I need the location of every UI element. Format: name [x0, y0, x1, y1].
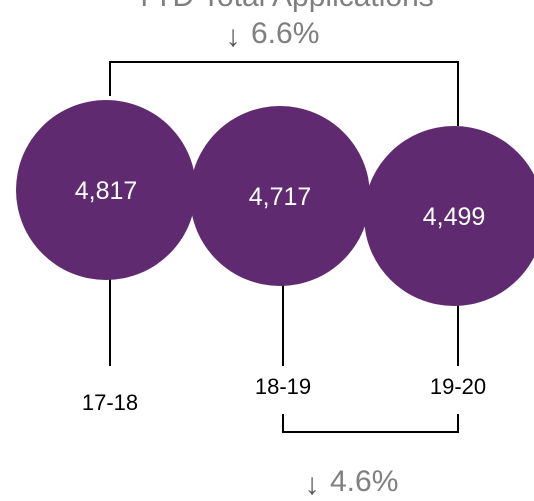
top-change-label: 6.6%: [251, 17, 319, 50]
category-label: 19-20: [430, 374, 486, 399]
bubbles: 4,817 17-18 4,717 18-19 4,499 19-20: [16, 100, 534, 415]
top-change-indicator: ↓ 6.6%: [226, 17, 320, 53]
bottom-change-arrow: ↓: [305, 468, 320, 501]
category-label: 18-19: [255, 374, 311, 399]
bubble-18-19: [190, 106, 370, 286]
category-label: 17-18: [82, 390, 138, 415]
bottom-change-indicator: ↓ 4.6%: [305, 465, 399, 501]
bottom-bracket: [282, 414, 459, 433]
chart-title: YTD Total Applications: [134, 0, 434, 13]
bubble-value-label: 4,717: [249, 183, 312, 211]
bottom-change-label: 4.6%: [330, 465, 398, 498]
bubble-value-label: 4,499: [423, 203, 486, 231]
bubble-17-18: [16, 100, 196, 280]
bubble-value-label: 4,817: [75, 177, 138, 205]
top-bracket: [109, 61, 459, 126]
bubble-19-20: [364, 126, 534, 306]
top-change-arrow: ↓: [226, 20, 241, 53]
